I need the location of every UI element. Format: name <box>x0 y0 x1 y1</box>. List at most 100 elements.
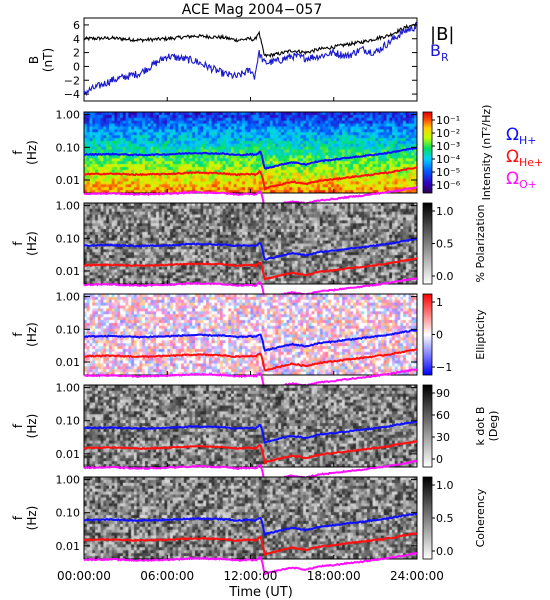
colorbar-tick-label-kdotb: 0 <box>436 453 443 466</box>
panel-intensity: 1.00 0.10 0.01 f (Hz) 10⁻¹10⁻²10⁻³10⁻⁴10⁻⁵10⁻… <box>11 105 493 210</box>
series-line-absB <box>83 21 418 59</box>
legend-cyclotron-2: ΩO+ <box>506 169 537 191</box>
colorbar-label-coherency: Coherency <box>474 488 487 547</box>
heatmap-ellipticity <box>84 294 417 375</box>
y-tick-label-kdotb: 0.01 <box>56 448 81 461</box>
y-axis-unit-ellipticity: (Hz) <box>25 322 39 347</box>
colorbar-label-intensity: Intensity (nT²/Hz) <box>480 105 493 201</box>
heatmap-intensity <box>84 112 417 193</box>
x-axis: 00:00:00 06:00:00 12:00:00 18:00:00 24:00:00 <box>57 569 444 583</box>
y-tick-label-coherency: 1.00 <box>56 474 81 487</box>
panel-kdotb: 1.00 0.10 0.01 f (Hz) 90 60 30 0 k dot B (Deg) <box>11 382 500 485</box>
y-tick-label-field: −4 <box>64 88 80 101</box>
heatmap-coherency <box>84 477 417 559</box>
y-tick-label-kdotb: 0.10 <box>56 415 81 428</box>
y-tick-label-intensity: 0.01 <box>56 174 81 187</box>
colorbar-tick-label-intensity: 10⁻⁴ <box>436 153 461 166</box>
colorbar-tick-label-ellipticity: 0 <box>436 329 443 342</box>
colorbar-ellipticity <box>422 293 433 376</box>
y-axis-unit-kdotb: (Hz) <box>25 414 39 439</box>
y-axis-unit-intensity: (Hz) <box>25 140 39 165</box>
cyclotron-line-o-polarization <box>83 277 418 301</box>
colorbar-tick-label-intensity: 10⁻³ <box>436 140 460 153</box>
y-tick-label-coherency: 0.10 <box>56 507 81 520</box>
legend-cyclotron-sub-1: He+ <box>519 156 543 169</box>
colorbar-tick-label-coherency: 0.0 <box>436 545 454 558</box>
y-tick-label-ellipticity: 0.01 <box>56 356 81 369</box>
colorbar-polarization <box>422 202 433 285</box>
y-tick-label-coherency: 0.01 <box>56 540 81 553</box>
cyclotron-line-o-kdotb <box>83 459 418 485</box>
y-tick-label-field: 0 <box>73 60 80 73</box>
legend-cyclotron-1: ΩHe+ <box>506 147 543 169</box>
x-tick-label: 12:00:00 <box>224 569 278 583</box>
panel-coherency: 1.00 0.10 0.01 f (Hz) 1.0 0.5 0.0 Coherency <box>11 474 487 576</box>
cyclotron-line-o-coherency <box>83 551 418 576</box>
colorbar-tick-label-polarization: 0.5 <box>436 238 454 251</box>
legend-cyclotron: ΩH+ΩHe+ΩO+ <box>506 125 543 191</box>
y-tick-label-kdotb: 1.00 <box>56 382 81 395</box>
colorbar-tick-label-intensity: 10⁻⁵ <box>436 166 460 179</box>
cyclotron-line-h-coherency <box>83 512 418 537</box>
cyclotron-line-h-polarization <box>83 237 418 261</box>
series-line-br <box>83 22 418 97</box>
colorbar-unit-kdotb: (Deg) <box>487 411 500 442</box>
cyclotron-line-h-ellipticity <box>83 329 418 352</box>
legend-br-sub: R <box>441 51 449 64</box>
y-tick-label-intensity: 1.00 <box>56 109 81 122</box>
y-axis-label-coherency: f <box>11 515 25 520</box>
colorbar-tick-label-polarization: 1.0 <box>436 205 454 218</box>
heatmap-polarization <box>84 203 417 284</box>
colorbar-tick-label-intensity: 10⁻¹ <box>436 114 460 127</box>
y-tick-label-ellipticity: 1.00 <box>56 291 81 304</box>
colorbar-tick-label-coherency: 0.5 <box>436 512 454 525</box>
colorbar-kdotb <box>422 384 433 468</box>
legend-cyclotron-0: ΩH+ <box>506 125 537 147</box>
x-tick-label: 06:00:00 <box>140 569 194 583</box>
colorbar-tick-label-coherency: 1.0 <box>436 479 454 492</box>
heatmap-kdotb <box>84 385 417 467</box>
colorbar-label-polarization: % Polarization <box>474 205 487 283</box>
y-axis-unit-field: (nT) <box>41 48 55 72</box>
cyclotron-line-o-ellipticity <box>83 368 417 391</box>
cyclotron-line-he-polarization <box>83 257 418 281</box>
figure-title: ACE Mag 2004−057 <box>182 2 322 18</box>
cyclotron-line-o-intensity <box>83 186 418 210</box>
y-axis-label-field: B <box>27 56 41 64</box>
colorbar-tick-label-ellipticity: 1 <box>436 296 443 309</box>
colorbar-intensity <box>422 111 433 194</box>
y-axis-label-intensity: f <box>11 150 25 155</box>
y-tick-label-field: 6 <box>73 19 80 32</box>
cyclotron-line-he-intensity <box>83 166 418 191</box>
cyclotron-line-he-kdotb <box>83 439 418 465</box>
y-axis-label-ellipticity: f <box>11 332 25 337</box>
y-axis-label-kdotb: f <box>11 423 25 428</box>
colorbar-tick-label-kdotb: 90 <box>436 387 450 400</box>
colorbar-tick-label-ellipticity: −1 <box>436 361 452 374</box>
colorbar-label-ellipticity: Ellipticity <box>474 309 487 360</box>
y-tick-label-polarization: 0.01 <box>56 265 81 278</box>
y-axis-label-polarization: f <box>11 241 25 246</box>
y-tick-label-intensity: 0.10 <box>56 141 81 154</box>
x-tick-label: 18:00:00 <box>307 569 361 583</box>
x-tick-label: 24:00:00 <box>390 569 444 583</box>
y-tick-label-polarization: 1.00 <box>56 200 81 213</box>
panel-polarization: 1.00 0.10 0.01 f (Hz) 1.0 0.5 0.0 % Polarization <box>11 200 487 301</box>
colorbar-tick-label-kdotb: 60 <box>436 409 450 422</box>
panel-field-frame <box>83 17 418 102</box>
cyclotron-line-h-kdotb <box>83 419 418 444</box>
x-axis-label: Time (UT) <box>228 585 293 600</box>
cyclotron-line-he-coherency <box>83 532 418 556</box>
colorbar-tick-label-intensity: 10⁻⁶ <box>436 179 461 192</box>
y-axis-unit-polarization: (Hz) <box>25 231 39 256</box>
colorbar-label-kdotb: k dot B <box>474 407 487 446</box>
colorbar-tick-label-polarization: 0.0 <box>436 270 454 283</box>
x-tick-label: 00:00:00 <box>57 569 111 583</box>
colorbar-tick-label-kdotb: 30 <box>436 431 450 444</box>
legend-cyclotron-sub-2: O+ <box>519 178 537 191</box>
y-axis-unit-coherency: (Hz) <box>25 506 39 531</box>
y-tick-label-field: −2 <box>64 74 80 87</box>
